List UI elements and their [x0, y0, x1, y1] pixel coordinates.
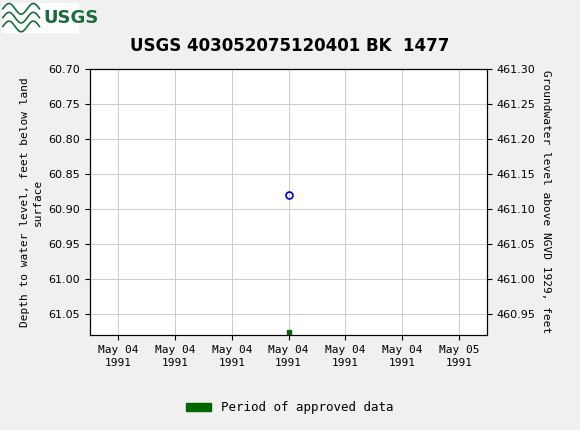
Text: USGS: USGS — [44, 9, 99, 27]
Bar — [3, 3, 78, 32]
Y-axis label: Groundwater level above NGVD 1929, feet: Groundwater level above NGVD 1929, feet — [541, 71, 552, 334]
Legend: Period of approved data: Period of approved data — [181, 396, 399, 419]
Y-axis label: Depth to water level, feet below land
surface: Depth to water level, feet below land su… — [20, 77, 43, 327]
Text: USGS 403052075120401 BK  1477: USGS 403052075120401 BK 1477 — [130, 37, 450, 55]
